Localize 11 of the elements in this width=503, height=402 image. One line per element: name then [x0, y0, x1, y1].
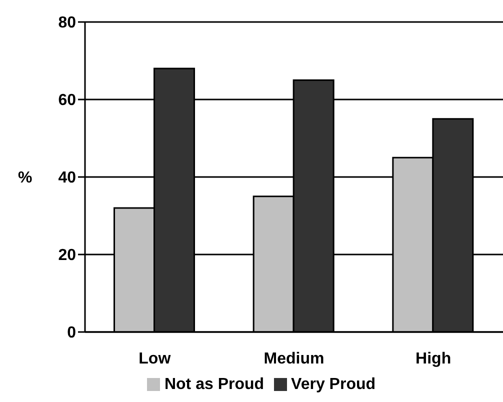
- x-tick-label: Medium: [264, 350, 324, 368]
- legend-label: Very Proud: [291, 376, 376, 393]
- legend-label: Not as Proud: [164, 376, 264, 393]
- y-tick-label: 0: [67, 324, 76, 342]
- y-tick-label: 20: [58, 247, 76, 264]
- x-tick-label: Low: [138, 350, 172, 368]
- y-axis-title: %: [18, 170, 32, 187]
- x-tick-label: High: [416, 350, 452, 368]
- y-tick-label: 40: [58, 170, 76, 187]
- y-tick-label: 60: [58, 92, 76, 110]
- y-tick-label: 80: [58, 14, 76, 32]
